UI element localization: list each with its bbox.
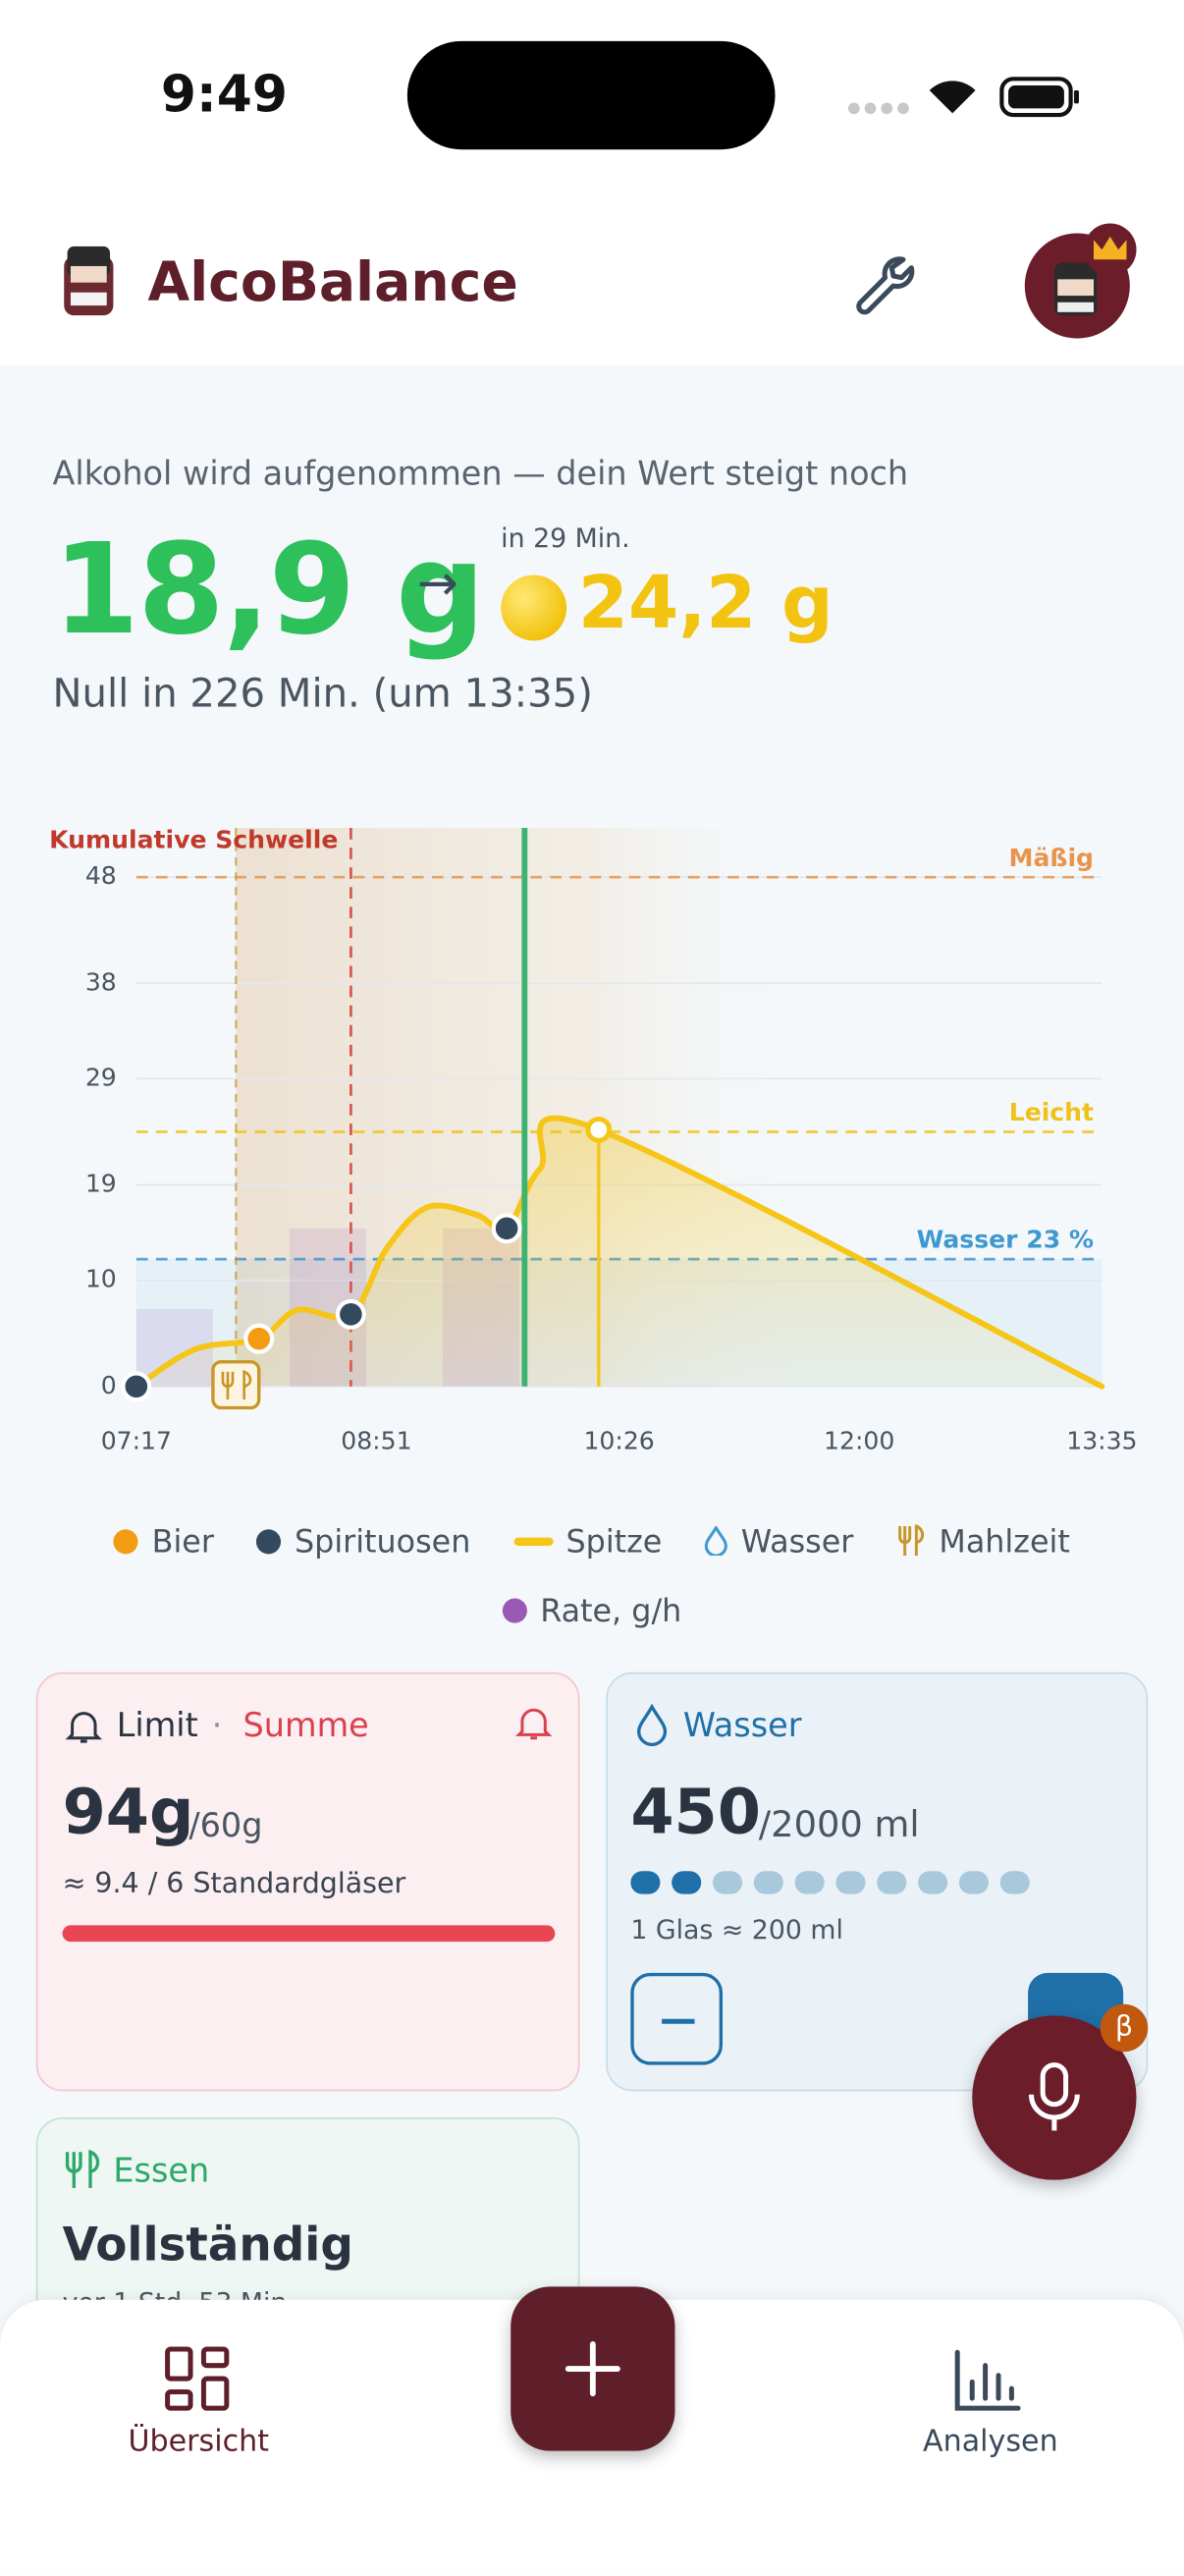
legend-item: Spitze — [512, 1508, 663, 1577]
limit-target: /60g — [188, 1805, 263, 1845]
reference-label: Wasser 23 % — [917, 1226, 1094, 1254]
limit-card[interactable]: Limit · Summe 94g /60g ≈ 9.4 / 6 Standar… — [35, 1672, 580, 2092]
legend-swatch — [502, 1598, 527, 1623]
app-title: AlcoBalance — [147, 249, 518, 314]
settings-button[interactable] — [850, 249, 919, 318]
peak-time: in 29 Min. — [501, 521, 630, 554]
legend-swatch — [114, 1529, 139, 1555]
drink-marker — [121, 1371, 152, 1402]
meal-icon — [221, 1369, 252, 1400]
legend-item: Bier — [114, 1508, 214, 1577]
legend-item: Mahlzeit — [896, 1508, 1070, 1577]
add-button[interactable] — [511, 2286, 675, 2451]
status-time: 9:49 — [160, 65, 288, 126]
legend-label: Mahlzeit — [939, 1524, 1070, 1562]
drink-marker — [491, 1213, 522, 1244]
nav-overview[interactable]: Übersicht — [128, 2424, 270, 2460]
limit-mode: Summe — [242, 1705, 369, 1745]
x-tick-label: 07:17 — [101, 1427, 172, 1455]
fork-icon — [65, 2149, 100, 2189]
legend-swatch — [256, 1529, 282, 1555]
current-value: 18,9 g — [52, 516, 486, 663]
x-tick-label: 10:26 — [583, 1427, 654, 1455]
limit-progress — [62, 1925, 556, 1943]
legend: Bier Spirituosen Spitze Wasser Mahlzeit … — [0, 1508, 1184, 1647]
water-note: 1 Glas ≈ 200 ml — [630, 1913, 843, 1946]
drink-marker — [243, 1323, 275, 1354]
legend-item: Rate, g/h — [502, 1577, 682, 1646]
reference-label: Mäßig — [1009, 844, 1094, 872]
y-tick-label: 0 — [101, 1371, 117, 1399]
chart: 0 10 19 29 38 48 07:17 08:51 10:26 12:00 13:35 Mäßi… — [49, 825, 1137, 1455]
legend-item: Wasser — [705, 1508, 853, 1577]
y-tick-label: 29 — [85, 1063, 117, 1091]
peak-value: 24,2 g — [577, 562, 834, 646]
beta-badge: β — [1100, 2003, 1149, 2053]
overview-icon[interactable] — [164, 2346, 233, 2415]
zero-text: Null in 226 Min. (um 13:35) — [52, 670, 593, 717]
y-tick-label: 19 — [85, 1170, 117, 1198]
y-tick-label: 10 — [85, 1265, 117, 1293]
water-value: 450 — [630, 1776, 762, 1848]
x-tick-label: 12:00 — [824, 1427, 894, 1455]
limit-value: 94g — [62, 1776, 194, 1848]
alarm-icon[interactable] — [514, 1704, 554, 1743]
y-tick-label: 48 — [85, 861, 117, 890]
limit-title: Limit — [116, 1705, 198, 1745]
bell-icon — [65, 1712, 102, 1743]
legend-label: Spirituosen — [294, 1524, 471, 1562]
dynamic-island — [406, 40, 776, 150]
limit-note: ≈ 9.4 / 6 Standardgläser — [62, 1867, 406, 1901]
nav-analytics[interactable]: Analysen — [923, 2424, 1058, 2460]
profile-avatar[interactable] — [1018, 220, 1143, 345]
legend-label: Wasser — [740, 1524, 854, 1562]
mic-icon — [1028, 2062, 1080, 2131]
status-icons — [847, 77, 1079, 118]
peak-emoji — [501, 575, 567, 641]
legend-label: Spitze — [565, 1524, 663, 1562]
series-area — [135, 1118, 1103, 1387]
food-title: Essen — [113, 2150, 210, 2190]
peak-marker — [585, 1116, 613, 1143]
water-minus-button[interactable] — [630, 1972, 723, 2065]
arrow: → — [416, 555, 458, 613]
drop-icon — [637, 1703, 668, 1747]
legend-label: Rate, g/h — [540, 1593, 682, 1630]
water-target: /2000 ml — [758, 1805, 920, 1847]
legend-swatch — [512, 1537, 554, 1547]
legend-swatch — [705, 1524, 728, 1558]
legend-swatch — [897, 1523, 924, 1557]
analytics-icon[interactable] — [952, 2349, 1021, 2415]
meal-icon-box — [211, 1359, 261, 1410]
status-text: Alkohol wird aufgenommen — dein Wert ste… — [52, 453, 909, 493]
drink-marker — [335, 1298, 366, 1330]
meal-marker — [211, 1359, 261, 1410]
plus-icon — [565, 2341, 620, 2397]
legend-label: Bier — [151, 1524, 214, 1562]
food-value: Vollständig — [62, 2218, 353, 2273]
x-tick-label: 08:51 — [341, 1427, 411, 1455]
water-title: Wasser — [682, 1705, 802, 1745]
separator: · — [211, 1705, 223, 1745]
threshold-label: Kumulative Schwelle — [49, 825, 338, 853]
water-glasses — [630, 1871, 1030, 1894]
y-tick-label: 38 — [85, 967, 117, 996]
reference-label: Leicht — [1009, 1098, 1094, 1126]
legend-item: Spirituosen — [256, 1508, 471, 1577]
app-logo — [64, 246, 114, 316]
x-tick-label: 13:35 — [1066, 1427, 1137, 1455]
